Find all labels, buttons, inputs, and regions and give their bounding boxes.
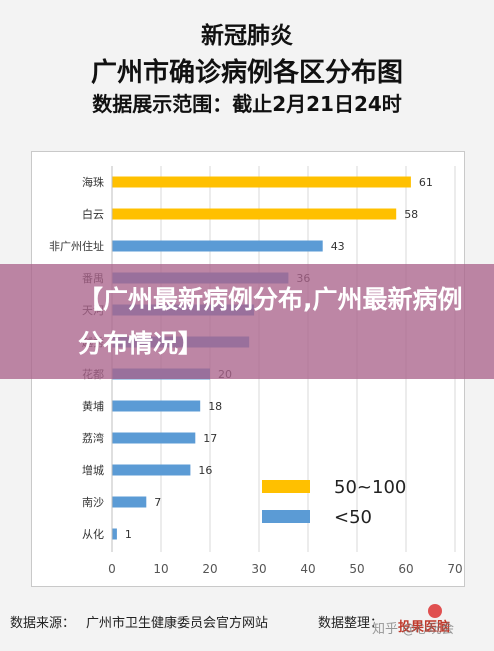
value-label: 43 xyxy=(331,240,345,253)
legend-swatch xyxy=(262,510,310,523)
value-label: 18 xyxy=(208,400,222,413)
x-tick-label: 40 xyxy=(300,562,315,576)
x-tick-label: 30 xyxy=(251,562,266,576)
apple-icon xyxy=(428,604,442,618)
x-tick-label: 70 xyxy=(447,562,462,576)
legend-label: <50 xyxy=(334,507,372,528)
bar xyxy=(112,464,191,476)
overlay-banner: 【广州最新病例分布,广州最新病例分布情况】 xyxy=(0,264,494,379)
organizer-label: 数据整理： xyxy=(318,616,384,631)
value-label: 1 xyxy=(125,528,132,541)
category-label: 海珠 xyxy=(82,175,104,189)
category-label: 增城 xyxy=(82,463,104,477)
overlay-text: 【广州最新病例分布,广州最新病例分布情况】 xyxy=(78,285,463,358)
category-label: 荔湾 xyxy=(82,431,104,445)
value-label: 7 xyxy=(154,496,161,509)
watermark: 知乎 @心玩会 xyxy=(372,622,455,637)
category-label: 黄埔 xyxy=(82,399,104,413)
value-label: 61 xyxy=(419,176,433,189)
title-line-3: 数据展示范围：截止2月21日24时 xyxy=(92,92,402,116)
legend-swatch xyxy=(262,480,310,493)
category-label: 从化 xyxy=(82,527,104,541)
value-label: 16 xyxy=(198,464,212,477)
bar xyxy=(112,208,397,220)
category-label: 南沙 xyxy=(82,496,104,509)
title-line-1: 新冠肺炎 xyxy=(201,23,293,49)
x-tick-label: 50 xyxy=(349,562,364,576)
category-label: 白云 xyxy=(82,207,104,221)
chart-header: 新冠肺炎 广州市确诊病例各区分布图 数据展示范围：截止2月21日24时 xyxy=(0,0,494,125)
bar xyxy=(112,400,201,412)
title-line-2: 广州市确诊病例各区分布图 xyxy=(90,58,403,88)
bar xyxy=(112,176,411,188)
logo-text: 投果医脑 xyxy=(398,620,451,635)
x-tick-label: 0 xyxy=(108,562,116,576)
source-value: 广州市卫生健康委员会官方网站 xyxy=(86,616,269,631)
category-label: 非广州住址 xyxy=(49,239,104,253)
source-label: 数据来源： xyxy=(10,616,76,631)
value-label: 58 xyxy=(404,208,418,221)
x-tick-label: 20 xyxy=(202,562,217,576)
bar xyxy=(112,432,196,444)
bar xyxy=(112,240,323,252)
bar xyxy=(112,528,117,540)
legend-label: 50~100 xyxy=(334,477,406,498)
footer: 数据来源： 广州市卫生健康委员会官方网站 数据整理： 投果医脑 xyxy=(0,600,494,640)
x-tick-label: 60 xyxy=(398,562,413,576)
bar xyxy=(112,496,147,508)
x-tick-label: 10 xyxy=(153,562,168,576)
value-label: 17 xyxy=(203,432,217,445)
organizer-logo: 投果医脑 xyxy=(398,604,488,640)
